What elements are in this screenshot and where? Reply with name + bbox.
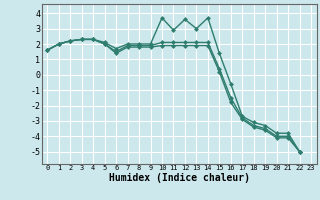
X-axis label: Humidex (Indice chaleur): Humidex (Indice chaleur) — [109, 173, 250, 183]
